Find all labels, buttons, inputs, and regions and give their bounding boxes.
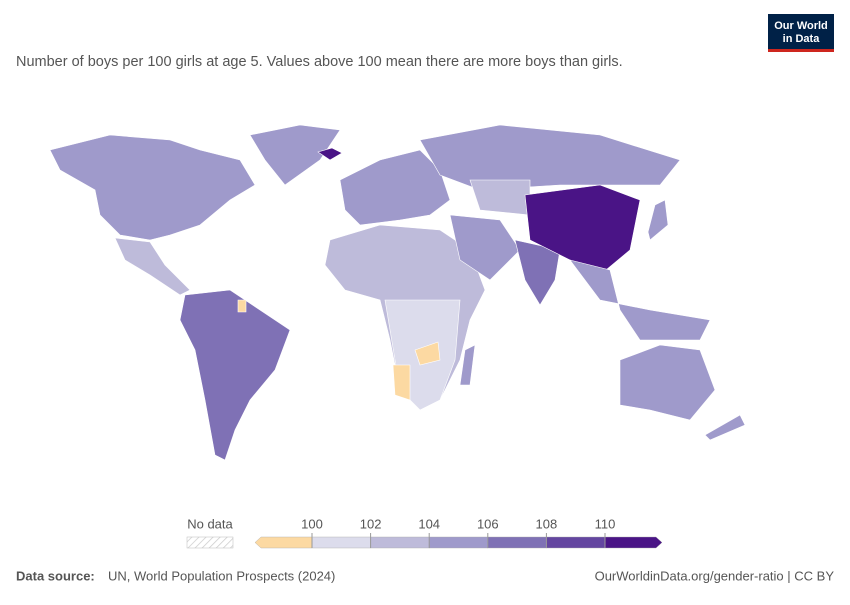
new-zealand [704,414,746,441]
legend-tick-label: 108 [536,516,558,531]
legend-tick-label: 100 [301,516,323,531]
legend-bin [311,536,371,549]
north-america [49,134,256,241]
legend-tick-label: 106 [477,516,499,531]
legend-arrow-high [604,536,663,549]
namibia [392,364,411,401]
japan [647,199,669,241]
legend-tick-label: 102 [360,516,382,531]
french-guiana [237,299,247,313]
no-data-label: No data [187,516,233,531]
subtitle: Number of boys per 100 girls at age 5. V… [16,54,623,70]
logo-text: in Data [783,33,821,45]
no-data-swatch [186,536,234,549]
russia [419,124,681,191]
iceland [317,147,343,161]
source-label: Data source: [16,568,95,583]
middle-east [449,214,521,281]
logo-box [768,14,834,52]
australia [619,344,716,421]
zambia [414,341,441,366]
source: UN, World Population Prospects (2024) [108,568,335,583]
legend-tick-label: 110 [595,516,616,531]
legend-bin [546,536,606,549]
legend-bin [487,536,547,549]
central-america [114,237,191,296]
legend: 100 102 104 106 108 110 [254,516,663,549]
legend-tick-label: 104 [418,516,440,531]
madagascar [459,344,476,386]
central-asia [469,179,531,216]
south-america [179,289,291,461]
legend-bin [429,536,489,549]
legend-arrow-low [254,536,313,549]
logo-text: Our World [774,20,828,32]
china [524,184,641,276]
greenland [249,124,341,186]
europe [339,149,451,226]
logo-bar [768,49,834,52]
legend-bin [370,536,430,549]
southeast-asia [569,259,711,341]
world-map [49,124,746,461]
url: OurWorldinData.org/gender-ratio | CC BY [595,568,835,583]
